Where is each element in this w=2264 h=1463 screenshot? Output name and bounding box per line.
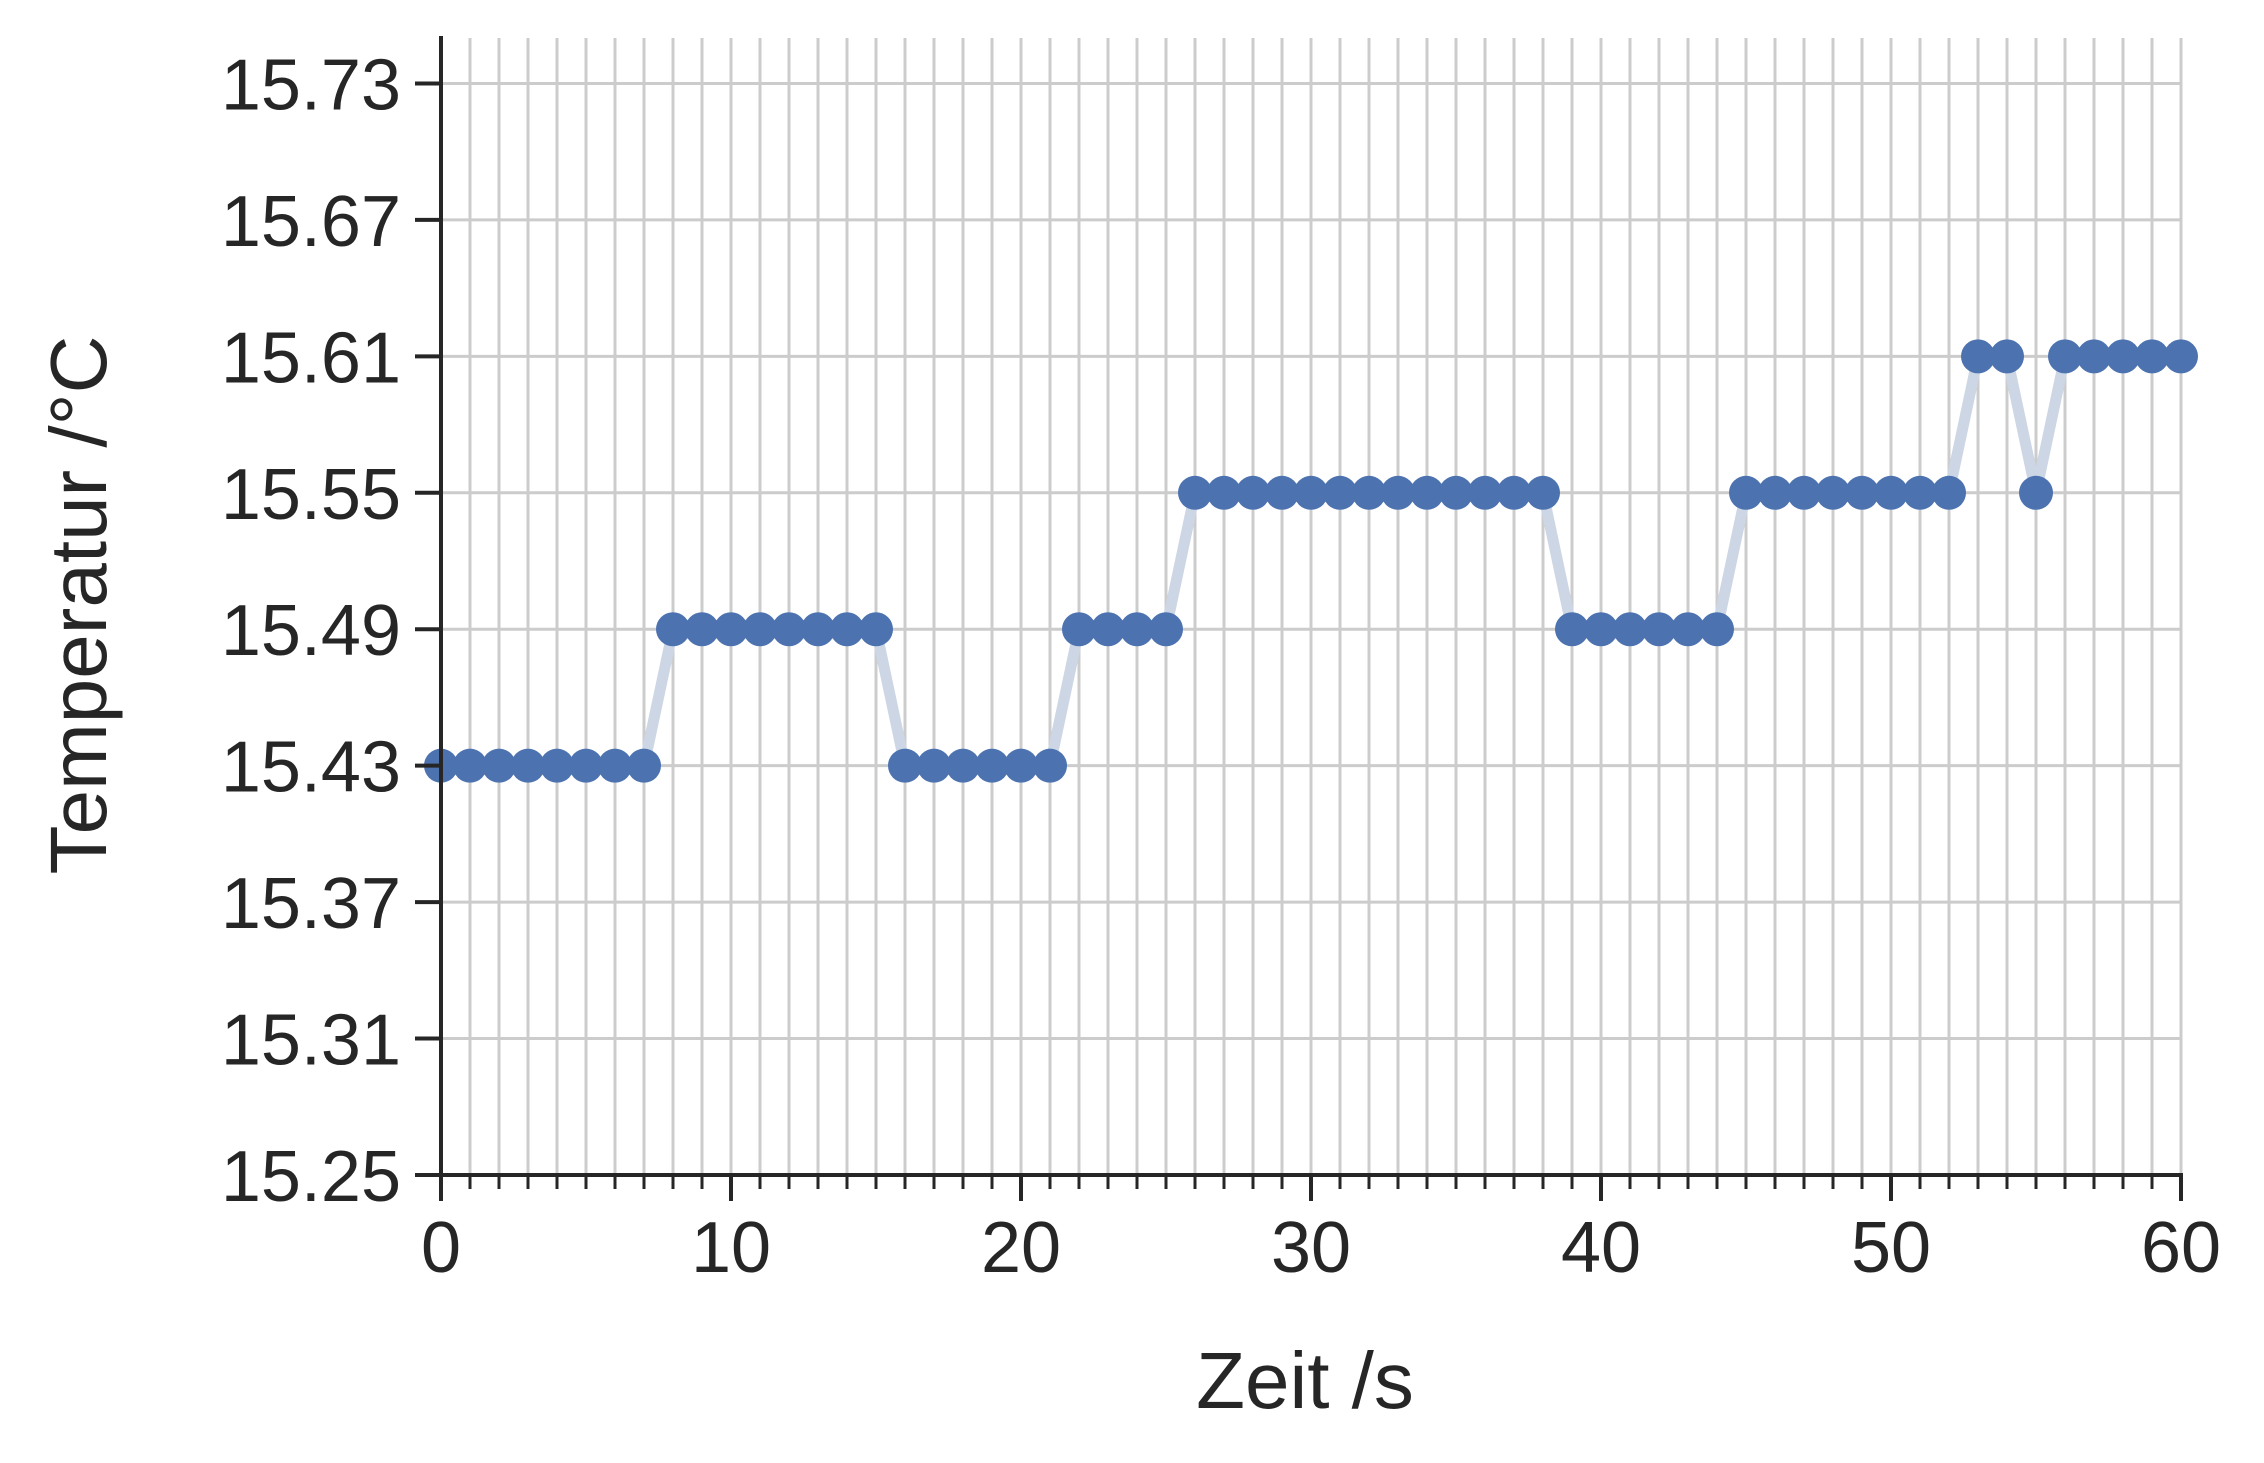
data-point — [830, 612, 864, 647]
y-tick-label: 15.25 — [221, 1137, 401, 1217]
data-point — [1787, 475, 1821, 510]
x-tick-label: 10 — [691, 1208, 771, 1288]
data-point — [2019, 475, 2053, 510]
label-layer: 0 10 20 30 40 50 60 15.25 15.31 15.37 15.43 15.49 15… — [221, 45, 2221, 1288]
data-point — [2135, 339, 2169, 374]
x-tick-label: 0 — [421, 1208, 461, 1288]
marker-layer — [424, 339, 2198, 783]
axis-layer — [415, 36, 2183, 1201]
y-tick-label: 15.55 — [221, 455, 401, 535]
data-point — [1236, 475, 1270, 510]
data-point — [2106, 339, 2140, 374]
data-point — [2164, 339, 2198, 374]
data-point — [1207, 475, 1241, 510]
data-point — [1758, 475, 1792, 510]
data-point — [1729, 475, 1763, 510]
data-point — [1816, 475, 1850, 510]
data-point — [453, 748, 487, 783]
data-point — [1584, 612, 1618, 647]
grid-layer — [439, 38, 2183, 1177]
data-point — [1642, 612, 1676, 647]
y-tick-label: 15.49 — [221, 591, 401, 671]
data-point — [1265, 475, 1299, 510]
data-point — [2048, 339, 2082, 374]
x-tick-label: 50 — [1851, 1208, 1931, 1288]
data-point — [540, 748, 574, 783]
y-tick-label: 15.43 — [221, 728, 401, 808]
data-point — [1352, 475, 1386, 510]
y-tick-label: 15.73 — [221, 45, 401, 125]
data-point — [1004, 748, 1038, 783]
x-tick-label: 30 — [1271, 1208, 1351, 1288]
data-point — [1497, 475, 1531, 510]
y-axis-title: Temperatur /°C — [34, 336, 123, 875]
data-point — [1439, 475, 1473, 510]
data-point — [1613, 612, 1647, 647]
data-point — [1932, 475, 1966, 510]
data-point — [1526, 475, 1560, 510]
data-point — [2077, 339, 2111, 374]
data-point — [1961, 339, 1995, 374]
data-point — [482, 748, 516, 783]
data-point — [598, 748, 632, 783]
data-point — [1149, 612, 1183, 647]
data-point — [1845, 475, 1879, 510]
y-tick-label: 15.37 — [221, 864, 401, 944]
data-point — [511, 748, 545, 783]
data-point — [1903, 475, 1937, 510]
data-point — [772, 612, 806, 647]
data-point — [1990, 339, 2024, 374]
data-point — [1178, 475, 1212, 510]
x-tick-label: 20 — [981, 1208, 1061, 1288]
data-point — [656, 612, 690, 647]
data-point — [1381, 475, 1415, 510]
data-point — [743, 612, 777, 647]
data-point — [1120, 612, 1154, 647]
data-point — [1468, 475, 1502, 510]
x-tick-label: 40 — [1561, 1208, 1641, 1288]
y-tick-label: 15.61 — [221, 318, 401, 398]
data-point — [888, 748, 922, 783]
data-point — [569, 748, 603, 783]
data-point — [859, 612, 893, 647]
data-point — [946, 748, 980, 783]
data-point — [1700, 612, 1734, 647]
data-point — [917, 748, 951, 783]
data-point — [1671, 612, 1705, 647]
data-point — [1033, 748, 1067, 783]
data-point — [975, 748, 1009, 783]
x-tick-label: 60 — [2141, 1208, 2221, 1288]
data-point — [1294, 475, 1328, 510]
x-axis-title: Zeit /s — [1196, 1336, 1414, 1425]
data-point — [627, 748, 661, 783]
data-point — [1410, 475, 1444, 510]
data-point — [1062, 612, 1096, 647]
data-point — [1555, 612, 1589, 647]
data-point — [1323, 475, 1357, 510]
data-point — [1091, 612, 1125, 647]
data-point — [714, 612, 748, 647]
y-tick-label: 15.67 — [221, 182, 401, 262]
data-point — [801, 612, 835, 647]
y-tick-label: 15.31 — [221, 1001, 401, 1081]
data-point — [1874, 475, 1908, 510]
data-point — [685, 612, 719, 647]
